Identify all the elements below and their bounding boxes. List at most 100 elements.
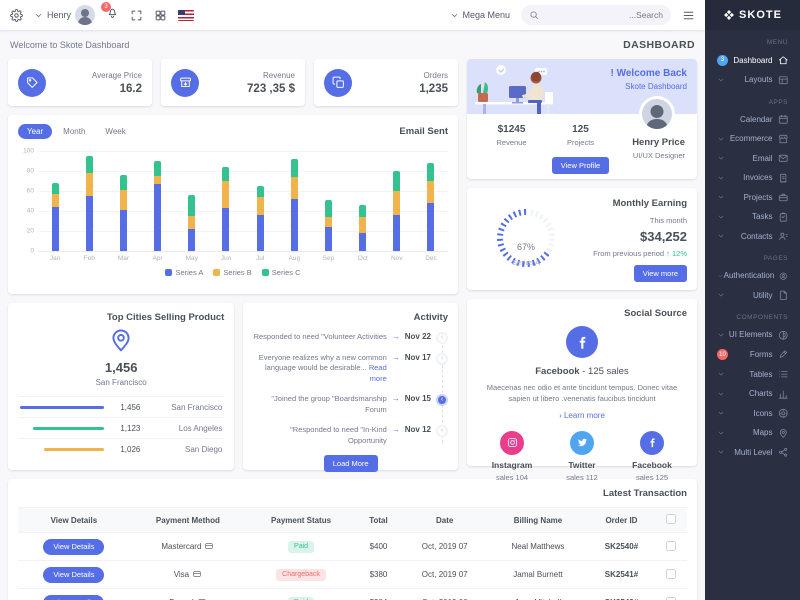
x-tick-label: Sep	[322, 255, 335, 262]
x-tick-label: Aug	[288, 255, 301, 262]
city-value: 1,456	[120, 402, 141, 412]
select-all-checkbox[interactable]	[666, 514, 677, 524]
latest-transaction-title: Latest Transaction	[603, 488, 687, 499]
menu-toggle-icon[interactable]	[682, 9, 695, 22]
sidebar-item-layouts[interactable]: Layouts	[705, 70, 800, 90]
view-profile-button[interactable]: View Profile	[551, 157, 610, 174]
tx-date: Oct, 2019 06	[400, 588, 489, 600]
main-area: Henry 3 Mega Menu Welcome	[0, 0, 705, 600]
tx-name: Juan Mitchell	[488, 588, 588, 600]
sidebar-item-tasks[interactable]: Tasks	[705, 207, 800, 227]
fullscreen-icon[interactable]	[130, 9, 143, 22]
apps-grid-icon[interactable]	[154, 9, 167, 22]
search-box	[521, 5, 671, 25]
transactions-table: View Details Payment Method Payment Status…	[18, 507, 687, 600]
map-icon	[778, 428, 789, 439]
file-icon	[778, 290, 789, 301]
sidebar-item-label: UI Elements	[728, 330, 773, 340]
gear-icon[interactable]	[10, 8, 23, 22]
sidebar-item-tables[interactable]: Tables	[705, 365, 800, 385]
legend-series-a: Series A	[165, 268, 203, 277]
sidebar-item-label: Maps	[752, 428, 773, 438]
tab-year[interactable]: Year	[18, 124, 53, 139]
city-value: 1,123	[120, 423, 141, 433]
tx-method: Visa	[129, 560, 247, 589]
brand[interactable]: SKOTE	[705, 0, 800, 30]
earning-gauge: 67% Series A	[477, 198, 575, 280]
tx-name: Jamal Burnett	[488, 560, 588, 589]
page-title: DASHBOARD	[623, 39, 695, 51]
user-menu[interactable]: Henry	[34, 5, 96, 25]
sidebar-item-label: Icons	[753, 408, 773, 418]
search-input[interactable]	[544, 10, 663, 20]
sidebar-item-projects[interactable]: Projects	[705, 188, 800, 208]
x-tick-label: May	[185, 255, 198, 262]
chevron-down-icon	[717, 429, 725, 437]
row-checkbox[interactable]	[666, 568, 677, 579]
view-details-button[interactable]: View Details	[43, 594, 105, 600]
arrow-right-icon: →	[391, 424, 400, 434]
language-flag[interactable]	[178, 9, 195, 21]
sidebar-item-contacts[interactable]: Contacts	[705, 227, 800, 247]
x-tick-label: Jun	[220, 255, 232, 262]
load-more-button[interactable]: Load More	[323, 455, 378, 473]
read-more-link[interactable]: Read more	[368, 363, 387, 384]
welcome-title: ! Welcome Back	[610, 68, 687, 79]
tx-header-view-details: View Details	[18, 507, 130, 533]
sidebar-item-maps[interactable]: Maps	[705, 423, 800, 443]
profile-name: Henry Price	[632, 137, 685, 148]
sidebar-item-dashboard[interactable]: 3 Dashboard	[705, 50, 800, 70]
sidebar-item-charts[interactable]: Charts	[705, 384, 800, 404]
sidebar-item-label: Tasks	[752, 212, 773, 222]
sidebar-item-multi-level[interactable]: Multi Level	[705, 443, 800, 463]
tx-method: Paypal	[129, 588, 247, 600]
activity-text: Responded to need "Volunteer Activities	[253, 331, 387, 341]
sidebar-item-ui-elements[interactable]: UI Elements	[705, 325, 800, 345]
home-icon	[778, 55, 789, 66]
sidebar-item-ecommerce[interactable]: Ecommerce	[705, 129, 800, 149]
row-checkbox[interactable]	[666, 596, 677, 600]
sidebar-item-utility[interactable]: Utility	[705, 286, 800, 306]
view-details-button[interactable]: View Details	[43, 566, 105, 583]
tab-month[interactable]: Month	[54, 124, 94, 139]
table-row: View Details Visa Chargeback $380 Oct, 2…	[18, 560, 687, 589]
sidebar-menu: MENU 3 Dashboard Layouts APPS Calendar E…	[705, 30, 800, 600]
email-chart: 0 20 40 60 80 100	[18, 147, 448, 255]
chevron-down-icon	[717, 174, 725, 182]
view-more-button[interactable]: View more	[633, 265, 687, 282]
view-details-button[interactable]: View Details	[43, 538, 105, 555]
activity-text: "Joined the group "Boardsmanship Forum	[271, 394, 387, 414]
tx-header-payment-status: Payment Status	[246, 507, 357, 533]
city-row-san-diego: 1,026 San Diego	[18, 438, 225, 459]
latest-transaction-card: Latest Transaction View Details Payment M…	[8, 479, 697, 600]
x-tick-label: Oct	[357, 255, 368, 262]
receipt-icon	[778, 173, 789, 184]
sidebar-item-invoices[interactable]: Invoices	[705, 168, 800, 188]
learn-more-link[interactable]: › Learn more	[559, 410, 605, 420]
tx-total: $384	[356, 588, 401, 600]
y-tick-label: 100	[23, 147, 34, 155]
row-checkbox[interactable]	[666, 540, 677, 551]
map-pin-icon	[108, 327, 134, 353]
social-channel-twitter: Twitter sales 112	[547, 430, 617, 482]
sidebar-item-email[interactable]: Email	[705, 149, 800, 169]
notifications-button[interactable]: 3	[101, 2, 119, 24]
bar-jan	[38, 151, 72, 251]
sidebar-item-icons[interactable]: Icons	[705, 404, 800, 424]
tab-week[interactable]: Week	[96, 124, 134, 139]
stat-title: Average Price	[91, 70, 142, 80]
gauge-series-label: Series A	[512, 258, 540, 267]
city-row-san-francisco: 1,456 San Francisco	[18, 396, 225, 417]
gauge-value: 67%	[516, 242, 535, 252]
chart-x-axis: Jan Feb Mar Apr May Jun Jul Aug Sep Oct Nov Dec	[38, 251, 448, 262]
sidebar-item-label: Email	[752, 153, 773, 163]
sidebar-item-calendar[interactable]: Calendar	[705, 110, 800, 130]
activity-date: Nov 17	[404, 352, 431, 362]
sidebar-item-label: Charts	[748, 389, 773, 399]
tx-name: Neal Matthews	[511, 542, 565, 551]
sidebar-item-forms[interactable]: 10 Forms	[705, 345, 800, 365]
tx-header-billing-name: Billing Name	[488, 507, 588, 533]
welcome-revenue-label: Revenue	[496, 138, 527, 147]
mega-menu-button[interactable]: Mega Menu	[450, 10, 510, 20]
sidebar-item-authentication[interactable]: Authentication	[705, 266, 800, 286]
